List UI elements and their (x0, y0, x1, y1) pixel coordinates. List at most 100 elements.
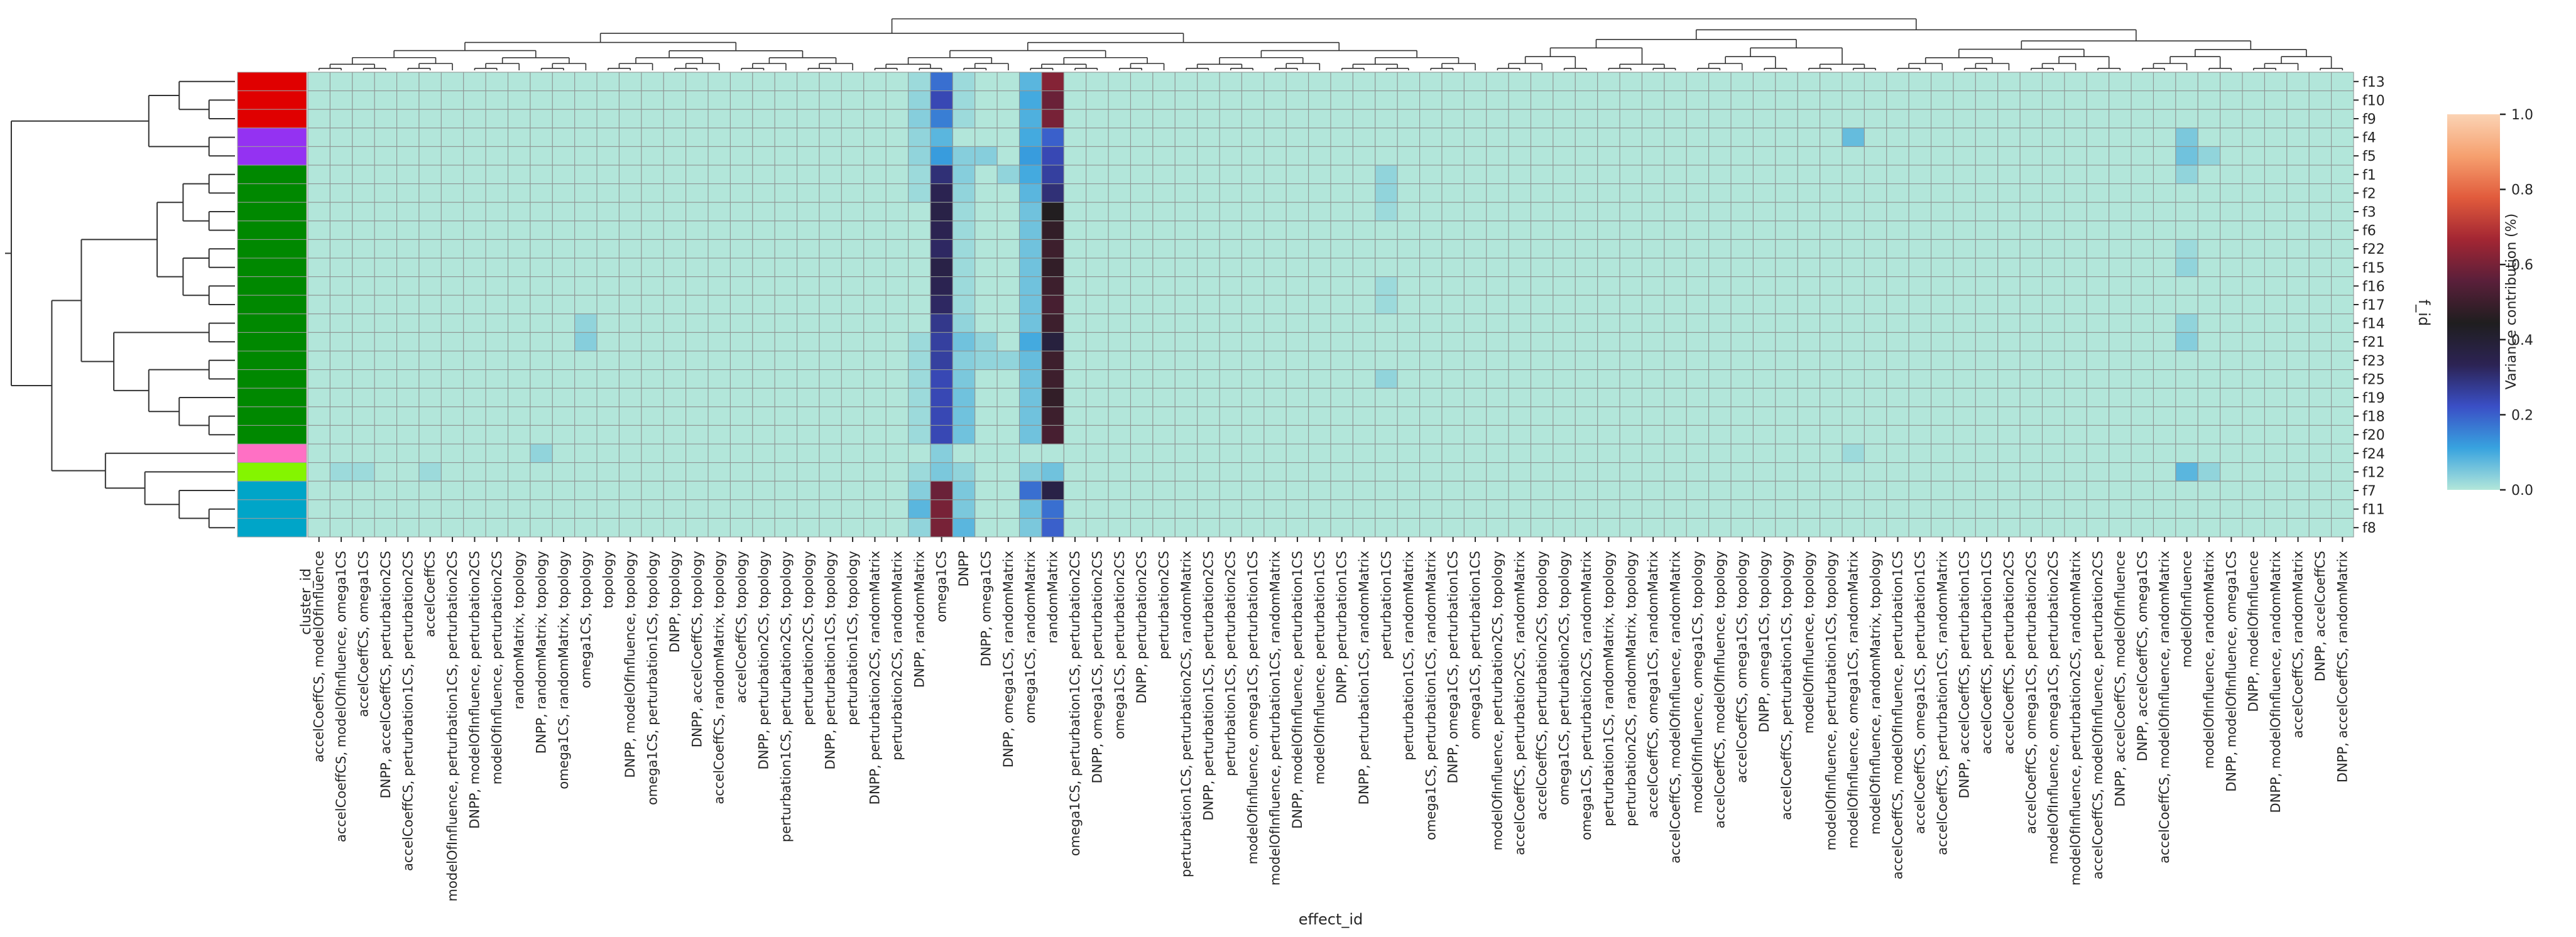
heatmap-cell (1441, 517, 1465, 538)
heatmap-cell (752, 295, 775, 315)
heatmap-cell (1018, 480, 1042, 501)
heatmap-cell (1975, 202, 1999, 222)
heatmap-cell (885, 369, 909, 389)
heatmap-cell (1775, 369, 1798, 389)
heatmap-cell (2019, 443, 2043, 463)
heatmap-cell (1842, 517, 1865, 538)
heatmap-cell (952, 109, 976, 129)
cluster-cell (237, 127, 307, 147)
heatmap-cell (1908, 480, 1932, 501)
heatmap-cell (1463, 443, 1487, 463)
heatmap-cell (1197, 369, 1220, 389)
heatmap-cell (1086, 72, 1109, 92)
heatmap-cell (1752, 517, 1776, 538)
heatmap-cell (2220, 332, 2243, 352)
heatmap-cell (1441, 239, 1465, 259)
heatmap-cell (418, 499, 442, 519)
column-label: modelOfInfluence, perturbation1CS (1312, 551, 1327, 784)
heatmap-cell (1330, 425, 1353, 445)
heatmap-cell (2041, 109, 2065, 129)
heatmap-cell (418, 127, 442, 147)
heatmap-cell (2153, 295, 2176, 315)
heatmap-cell (752, 313, 775, 333)
heatmap-cell (1352, 276, 1376, 296)
heatmap-cell (1241, 239, 1265, 259)
heatmap-cell (1308, 480, 1331, 501)
heatmap-cell (797, 406, 820, 426)
heatmap-cell (1931, 517, 1954, 538)
heatmap-cell (797, 425, 820, 445)
heatmap-cell (2153, 257, 2176, 278)
column-label: accelCoeffCS, perturbation2CS, topology (1534, 551, 1549, 820)
heatmap-cell (1419, 202, 1443, 222)
heatmap-cell (729, 369, 753, 389)
heatmap-cell (618, 517, 642, 538)
heatmap-cell (440, 387, 464, 408)
heatmap-cell (2175, 127, 2198, 147)
heatmap-cell (1553, 146, 1576, 166)
heatmap-cell (2086, 499, 2110, 519)
heatmap-cell (841, 276, 865, 296)
heatmap-cell (1285, 72, 1309, 92)
heatmap-cell (996, 146, 1020, 166)
heatmap-cell (2109, 462, 2132, 482)
heatmap-cell (1308, 425, 1331, 445)
heatmap-cell (685, 257, 709, 278)
heatmap-cell (1530, 350, 1554, 371)
heatmap-cell (1018, 462, 1042, 482)
heatmap-cell (1285, 406, 1309, 426)
heatmap-cell (930, 499, 953, 519)
column-label: accelCoeffCS, modelOfInfluence, randomMa… (2157, 551, 2172, 864)
heatmap-cell (841, 480, 865, 501)
heatmap-cell (2041, 127, 2065, 147)
heatmap-cell (329, 369, 353, 389)
heatmap-cell (1864, 313, 1887, 333)
heatmap-cell (2331, 517, 2354, 538)
heatmap-cell (1241, 387, 1265, 408)
column-label: DNPP, modelOfInfluence, randomMatrix (2268, 551, 2283, 813)
heatmap-cell (1419, 425, 1443, 445)
heatmap-cell (2064, 183, 2087, 203)
heatmap-cell (2109, 202, 2132, 222)
heatmap-cell (685, 127, 709, 147)
heatmap-cell (1953, 90, 1976, 110)
heatmap-cell (641, 109, 664, 129)
heatmap-cell (930, 239, 953, 259)
heatmap-cell (2086, 517, 2110, 538)
heatmap-cell (2109, 499, 2132, 519)
heatmap-cell (2041, 257, 2065, 278)
heatmap-cell (1508, 499, 1532, 519)
heatmap-cell (1330, 239, 1353, 259)
heatmap-cell (1530, 202, 1554, 222)
heatmap-cell (2331, 72, 2354, 92)
heatmap-cell (2153, 276, 2176, 296)
heatmap-cell (396, 220, 420, 240)
heatmap-cell (574, 90, 598, 110)
heatmap-cell (908, 350, 931, 371)
heatmap-cell (1308, 239, 1331, 259)
heatmap-cell (841, 425, 865, 445)
row-label: f16 (2362, 279, 2385, 295)
heatmap-cell (1375, 443, 1398, 463)
heatmap-cell (1441, 425, 1465, 445)
colorbar-gradient (2447, 114, 2500, 490)
cluster-cell (237, 425, 307, 445)
heatmap-cell (974, 183, 998, 203)
heatmap-cell (1463, 257, 1487, 278)
heatmap-cell (1908, 257, 1932, 278)
heatmap-cell (1241, 425, 1265, 445)
heatmap-cell (307, 406, 330, 426)
heatmap-cell (2019, 499, 2043, 519)
heatmap-cell (2197, 183, 2221, 203)
heatmap-cell (2242, 90, 2265, 110)
heatmap-cell (1953, 276, 1976, 296)
heatmap-cell (1041, 220, 1064, 240)
heatmap-cell (1864, 276, 1887, 296)
row-label: f9 (2362, 112, 2376, 127)
heatmap-cell (1219, 109, 1242, 129)
heatmap-cell (2242, 499, 2265, 519)
heatmap-cell (2286, 387, 2310, 408)
heatmap-cell (2308, 239, 2332, 259)
heatmap-cell (352, 127, 375, 147)
heatmap-cell (1508, 127, 1532, 147)
